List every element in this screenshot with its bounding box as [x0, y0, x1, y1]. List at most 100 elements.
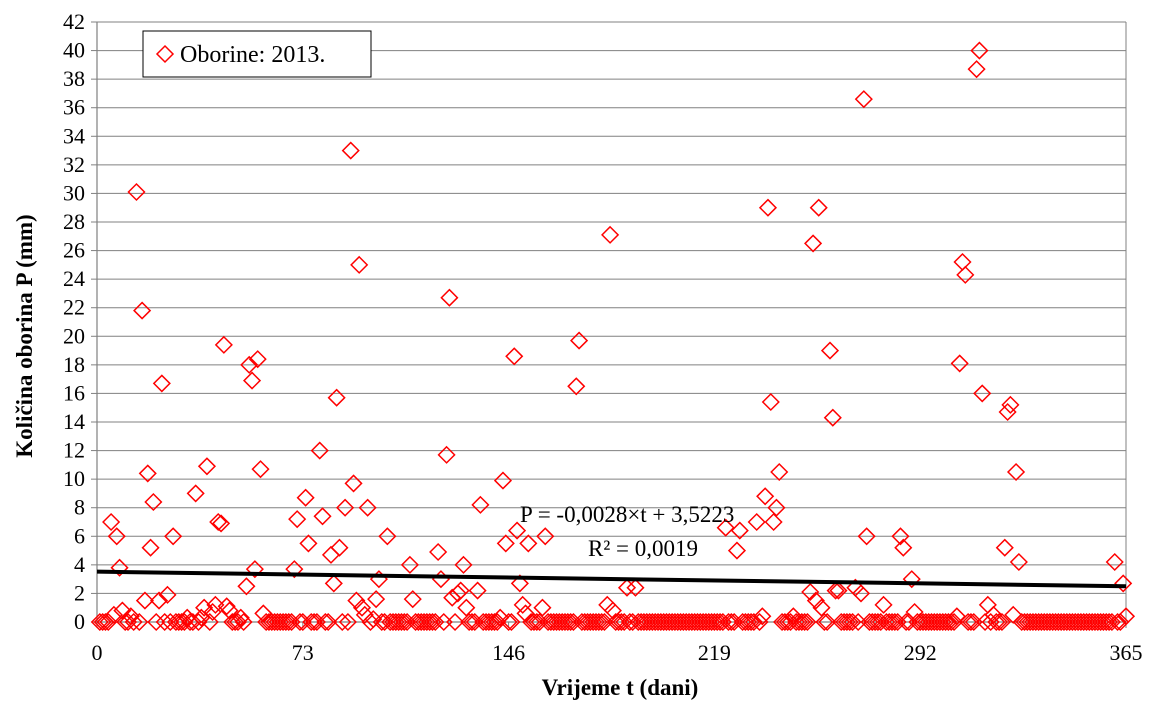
data-point — [761, 392, 780, 412]
data-point — [104, 605, 123, 624]
data-point — [1105, 552, 1124, 572]
data-point — [606, 612, 625, 632]
data-point — [1114, 574, 1133, 593]
data-point — [389, 612, 408, 632]
data-point — [245, 560, 264, 579]
x-tick-label: 146 — [492, 640, 525, 665]
data-point — [451, 581, 470, 600]
data-point — [99, 612, 118, 632]
data-point — [454, 555, 473, 574]
data-point — [344, 474, 363, 493]
y-tick-label: 36 — [63, 95, 85, 120]
data-point — [102, 512, 121, 532]
legend-box — [142, 30, 372, 78]
data-point — [491, 608, 510, 627]
legend-diamond-icon — [155, 44, 175, 64]
data-point — [237, 577, 256, 596]
data-point — [998, 402, 1017, 422]
y-tick-label: 30 — [63, 180, 85, 205]
data-point — [420, 612, 439, 632]
data-point — [248, 350, 267, 369]
x-tick-label: 219 — [698, 640, 731, 665]
data-point — [350, 255, 369, 274]
legend-label: Oborine: 2013. — [180, 42, 325, 68]
data-point — [440, 288, 459, 307]
data-point — [319, 612, 338, 632]
data-point — [310, 441, 329, 460]
data-point — [942, 612, 961, 632]
y-tick-label: 28 — [63, 209, 85, 234]
data-point — [485, 612, 504, 632]
data-point — [902, 570, 921, 589]
data-point — [482, 612, 501, 632]
data-point — [533, 598, 552, 617]
y-axis-title: Količina oborina P (mm) — [12, 214, 37, 457]
data-point — [209, 512, 228, 532]
data-point — [333, 612, 352, 632]
data-point — [851, 584, 871, 603]
data-point — [598, 595, 617, 614]
data-point — [457, 598, 476, 617]
data-point — [804, 234, 823, 253]
data-point — [149, 591, 169, 610]
data-point — [147, 612, 166, 632]
data-point — [843, 612, 862, 632]
data-point — [959, 612, 978, 632]
data-point — [358, 498, 377, 517]
y-tick-label: 22 — [63, 295, 85, 320]
data-point — [1094, 612, 1113, 632]
data-point — [107, 527, 126, 546]
data-point — [355, 605, 374, 624]
data-point — [217, 597, 236, 616]
data-point — [502, 612, 521, 632]
data-point — [626, 578, 645, 597]
data-point — [857, 527, 876, 546]
data-point — [789, 612, 809, 632]
data-point — [882, 612, 902, 632]
data-point — [792, 612, 811, 632]
trendline-group — [96, 569, 1127, 589]
data-point — [138, 464, 157, 483]
data-point — [505, 347, 524, 366]
data-point — [770, 462, 789, 482]
data-point — [990, 612, 1009, 632]
data-point — [93, 612, 112, 632]
data-point — [1009, 552, 1028, 572]
data-point — [330, 538, 349, 557]
data-point — [818, 612, 837, 632]
data-point — [967, 60, 986, 79]
data-point — [220, 601, 239, 620]
trendline-r2: R² = 0,0019 — [588, 536, 698, 561]
data-point — [944, 612, 964, 632]
data-point — [815, 612, 834, 632]
data-point — [555, 612, 575, 632]
data-point — [764, 512, 783, 532]
data-point — [727, 541, 747, 560]
data-points — [90, 41, 1136, 632]
data-point — [113, 601, 132, 620]
data-point — [891, 527, 910, 546]
data-point — [338, 612, 357, 632]
data-point — [603, 601, 622, 620]
x-tick-label: 292 — [904, 640, 937, 665]
data-point — [589, 612, 608, 632]
data-point — [499, 612, 518, 632]
grid-lines — [97, 21, 1126, 594]
data-point — [468, 581, 487, 600]
data-point — [1001, 395, 1020, 414]
data-point — [133, 301, 152, 320]
data-point — [750, 612, 769, 632]
data-point — [758, 198, 778, 217]
data-point — [939, 612, 958, 632]
y-tick-label: 24 — [63, 266, 85, 291]
data-point — [586, 612, 606, 632]
data-point — [987, 612, 1006, 632]
y-tick-label: 38 — [63, 66, 85, 91]
data-point — [522, 612, 541, 632]
data-point — [460, 612, 479, 632]
y-tick-label: 0 — [74, 609, 85, 634]
data-point — [158, 585, 177, 604]
data-point — [296, 488, 315, 507]
